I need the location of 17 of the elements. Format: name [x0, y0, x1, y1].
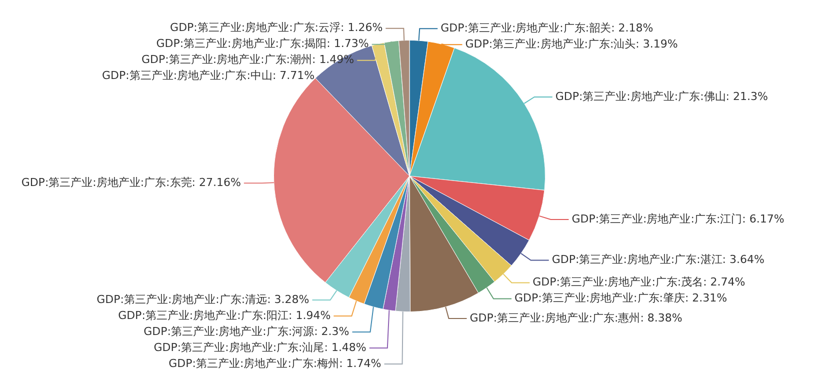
- slice-label: GDP:第三产业:房地产业:广东:佛山: 21.3%: [555, 90, 768, 103]
- slice-label: GDP:第三产业:房地产业:广东:清远: 3.28%: [96, 292, 310, 306]
- slice-label: GDP:第三产业:房地产业:广东:茂名: 2.74%: [532, 276, 746, 289]
- slice-label: GDP:第三产业:房地产业:广东:湛江: 3.64%: [552, 253, 764, 266]
- slice-label: GDP:第三产业:房地产业:广东:揭阳: 1.73%: [156, 37, 369, 50]
- slice-label: GDP:第三产业:房地产业:广东:阳江: 1.94%: [118, 308, 331, 322]
- slice-label: GDP:第三产业:房地产业:广东:梅州: 1.74%: [168, 356, 382, 370]
- slice-label: GDP:第三产业:房地产业:广东:韶关: 2.18%: [440, 21, 654, 34]
- slice-label: GDP:第三产业:房地产业:广东:汕头: 3.19%: [465, 37, 678, 50]
- slice-label: GDP:第三产业:房地产业:广东:河源: 2.3%: [144, 324, 350, 338]
- slice-label: GDP:第三产业:房地产业:广东:东莞: 27.16%: [21, 176, 241, 190]
- slice-label: GDP:第三产业:房地产业:广东:肇庆: 2.31%: [514, 292, 728, 305]
- slice-label: GDP:第三产业:房地产业:广东:云浮: 1.26%: [170, 21, 383, 34]
- slice-label: GDP:第三产业:房地产业:广东:江门: 6.17%: [572, 212, 784, 226]
- slice-label: GDP:第三产业:房地产业:广东:中山: 7.71%: [102, 69, 315, 82]
- slice-label: GDP:第三产业:房地产业:广东:汕尾: 1.48%: [154, 340, 366, 354]
- slice-label: GDP:第三产业:房地产业:广东:惠州: 8.38%: [470, 311, 682, 324]
